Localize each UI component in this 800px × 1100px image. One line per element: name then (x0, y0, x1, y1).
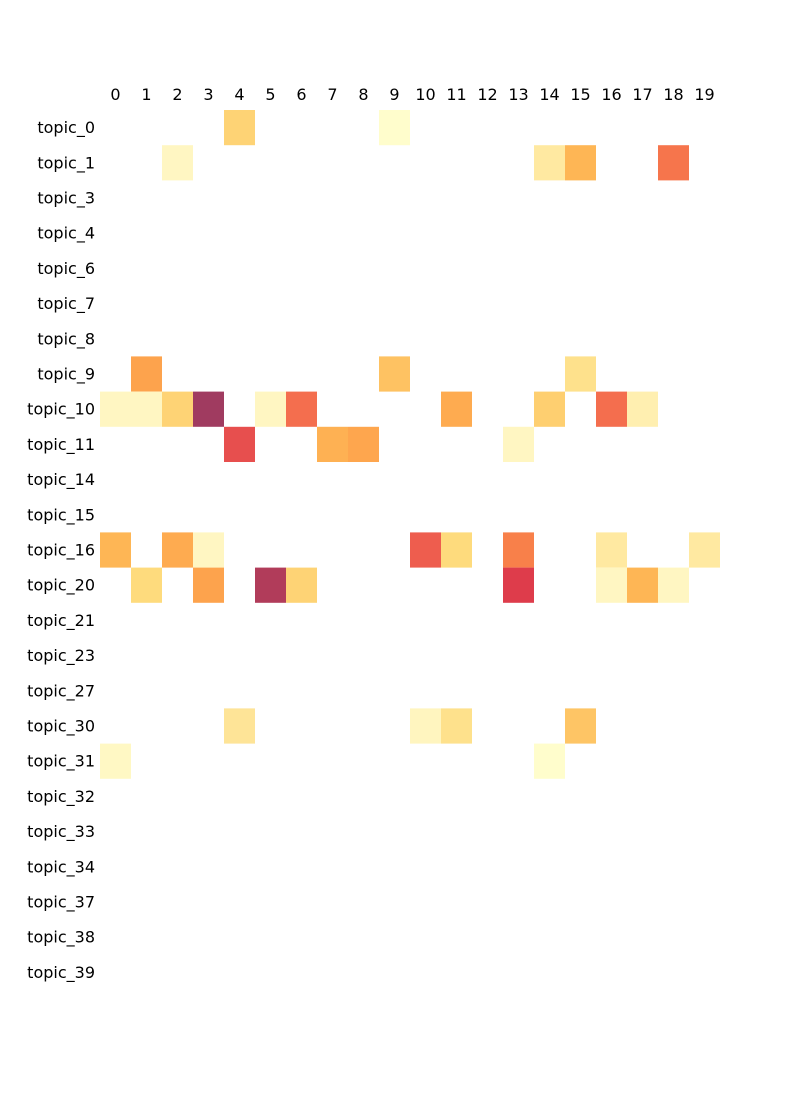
x-tick-label-4: 4 (234, 85, 244, 104)
heatmap-cell-topic_16-0 (100, 532, 131, 568)
y-tick-label-topic_6: topic_6 (37, 259, 95, 279)
heatmap-cell-topic_30-10 (410, 708, 441, 744)
heatmap-cell-topic_10-16 (596, 391, 627, 427)
heatmap-cell-topic_31-0 (100, 743, 131, 779)
x-tick-label-6: 6 (296, 85, 306, 104)
y-tick-label-topic_1: topic_1 (37, 153, 95, 173)
heatmap-cell-topic_30-4 (224, 708, 255, 744)
heatmap-cell-topic_20-17 (627, 567, 658, 603)
heatmap-cell-topic_11-8 (348, 426, 379, 462)
x-tick-label-9: 9 (389, 85, 399, 104)
heatmap-cell-topic_11-4 (224, 426, 255, 462)
heatmap-cell-topic_10-11 (441, 391, 472, 427)
y-tick-label-topic_9: topic_9 (37, 365, 95, 385)
y-tick-label-topic_27: topic_27 (27, 681, 95, 701)
heatmap-cell-topic_16-2 (162, 532, 193, 568)
y-tick-label-topic_20: topic_20 (27, 576, 95, 596)
heatmap-cell-topic_31-14 (534, 743, 565, 779)
heatmap-cell-topic_1-18 (658, 145, 689, 181)
heatmap-cell-topic_16-3 (193, 532, 224, 568)
heatmap-cell-topic_10-6 (286, 391, 317, 427)
heatmap-cell-topic_20-3 (193, 567, 224, 603)
heatmap-cell-topic_30-11 (441, 708, 472, 744)
heatmap-cell-topic_10-5 (255, 391, 286, 427)
y-tick-label-topic_15: topic_15 (27, 505, 95, 525)
y-tick-label-topic_8: topic_8 (37, 329, 95, 349)
heatmap-cell-topic_0-9 (379, 110, 410, 146)
y-tick-label-topic_4: topic_4 (37, 224, 95, 244)
y-tick-label-topic_30: topic_30 (27, 717, 95, 737)
y-tick-label-topic_16: topic_16 (27, 541, 95, 561)
x-axis-ticks: 0 1 2 3 4 5 6 7 8 9 10 11 12 13 14 15 16 17 18 19 (110, 85, 714, 104)
y-tick-label-topic_11: topic_11 (27, 435, 95, 455)
y-axis-ticks: topic_0 topic_1 topic_3 topic_4 topic_6topic… (27, 118, 95, 983)
heatmap-cell-topic_10-0 (100, 391, 131, 427)
heatmap-cell-topic_0-4 (224, 110, 255, 146)
y-tick-label-topic_39: topic_39 (27, 963, 95, 983)
x-tick-label-13: 13 (508, 85, 528, 104)
heatmap-cell-topic_10-17 (627, 391, 658, 427)
heatmap-cell-topic_16-13 (503, 532, 534, 568)
y-tick-label-topic_32: topic_32 (27, 787, 95, 807)
y-tick-label-topic_23: topic_23 (27, 646, 95, 666)
heatmap-cell-topic_20-1 (131, 567, 162, 603)
x-tick-label-15: 15 (570, 85, 590, 104)
heatmap-cell-topic_1-2 (162, 145, 193, 181)
x-tick-label-16: 16 (601, 85, 621, 104)
heatmap-cell-topic_20-18 (658, 567, 689, 603)
y-tick-label-topic_38: topic_38 (27, 928, 95, 948)
heatmap-cell-topic_10-2 (162, 391, 193, 427)
heatmap-cell-topic_1-15 (565, 145, 596, 181)
heatmap-cell-topic_16-11 (441, 532, 472, 568)
y-tick-label-topic_21: topic_21 (27, 611, 95, 631)
heatmap-cell-topic_30-15 (565, 708, 596, 744)
heatmap-cell-topic_11-7 (317, 426, 348, 462)
x-tick-label-12: 12 (477, 85, 497, 104)
x-tick-label-0: 0 (110, 85, 120, 104)
heatmap-cell-topic_10-14 (534, 391, 565, 427)
heatmap-cell-topic_20-16 (596, 567, 627, 603)
x-tick-label-7: 7 (327, 85, 337, 104)
y-tick-label-topic_31: topic_31 (27, 752, 95, 772)
y-tick-label-topic_14: topic_14 (27, 470, 95, 490)
heatmap-cell-topic_20-6 (286, 567, 317, 603)
heatmap-cell-topic_11-13 (503, 426, 534, 462)
heatmap-cell-topic_9-9 (379, 356, 410, 392)
heatmap-cell-topic_10-3 (193, 391, 224, 427)
y-tick-label-topic_0: topic_0 (37, 118, 95, 138)
heatmap-cell-topic_1-14 (534, 145, 565, 181)
heatmap-cell-topic_9-15 (565, 356, 596, 392)
heatmap-cells (100, 110, 720, 779)
y-tick-label-topic_7: topic_7 (37, 294, 95, 314)
x-tick-label-10: 10 (415, 85, 435, 104)
x-tick-label-2: 2 (172, 85, 182, 104)
x-tick-label-3: 3 (203, 85, 213, 104)
y-tick-label-topic_3: topic_3 (37, 189, 95, 209)
heatmap-cell-topic_20-5 (255, 567, 286, 603)
heatmap-cell-topic_16-16 (596, 532, 627, 568)
x-tick-label-11: 11 (446, 85, 466, 104)
x-tick-label-18: 18 (663, 85, 683, 104)
heatmap-cell-topic_16-10 (410, 532, 441, 568)
y-tick-label-topic_37: topic_37 (27, 893, 95, 913)
x-tick-label-19: 19 (694, 85, 714, 104)
heatmap-cell-topic_16-19 (689, 532, 720, 568)
heatmap-cell-topic_9-1 (131, 356, 162, 392)
y-tick-label-topic_10: topic_10 (27, 400, 95, 420)
x-tick-label-17: 17 (632, 85, 652, 104)
x-tick-label-8: 8 (358, 85, 368, 104)
x-tick-label-1: 1 (141, 85, 151, 104)
x-tick-label-14: 14 (539, 85, 559, 104)
heatmap-cell-topic_20-13 (503, 567, 534, 603)
y-tick-label-topic_33: topic_33 (27, 822, 95, 842)
x-tick-label-5: 5 (265, 85, 275, 104)
y-tick-label-topic_34: topic_34 (27, 857, 95, 877)
heatmap-cell-topic_10-1 (131, 391, 162, 427)
